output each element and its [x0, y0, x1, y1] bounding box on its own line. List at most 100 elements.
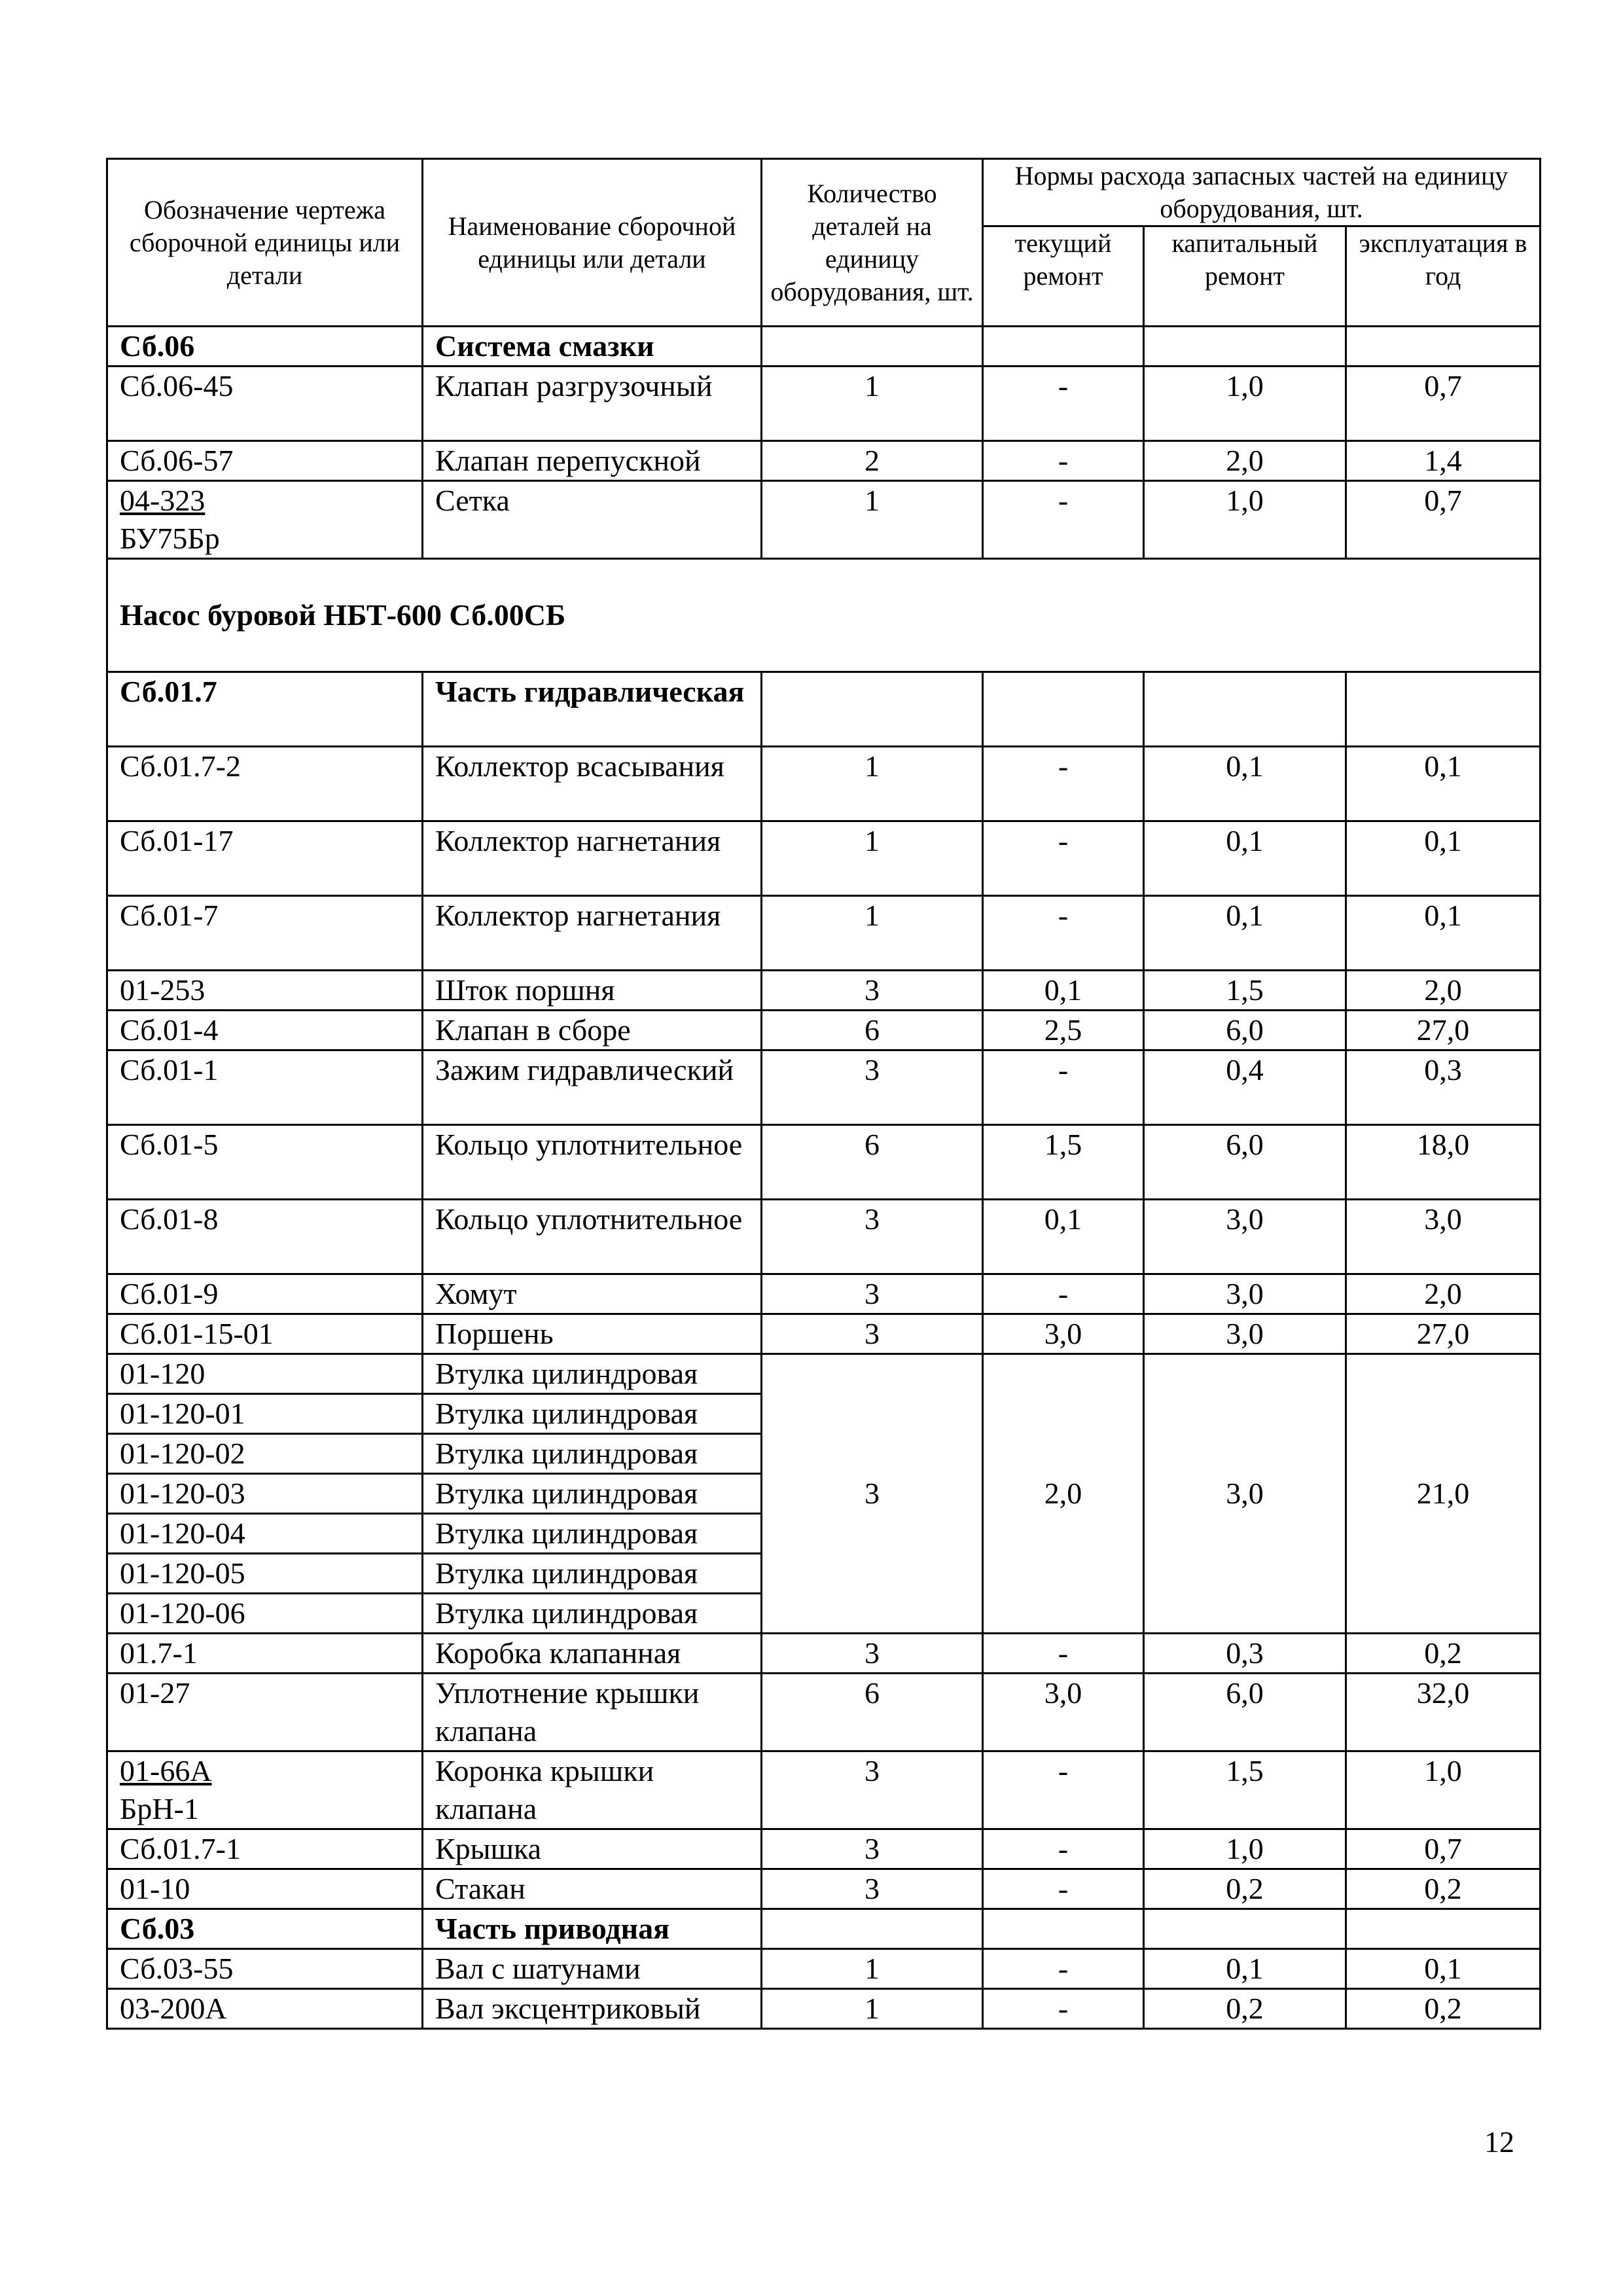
header-code: Обозначение чертежа сборочной единицы ил… — [106, 158, 423, 327]
cell-name: Вал эксцентриковый — [421, 1988, 762, 2030]
cell-exp: 32,0 — [1344, 1672, 1542, 1752]
cell-name: Втулка цилиндровая — [421, 1513, 762, 1554]
cell-cur: - — [982, 1273, 1145, 1315]
cell-cur — [982, 1908, 1145, 1950]
table-row: 04-323 БУ75Бр Сетка 1-1,0 0,7 — [106, 480, 1542, 560]
cell-code: 01.7-1 — [106, 1632, 423, 1674]
cell-code: 03-200А — [106, 1988, 423, 2030]
table-row: 01-120-02 Втулка цилиндровая — [106, 1433, 1541, 1475]
material-line: БрН-1 — [120, 1792, 199, 1825]
cell-qty: 1 — [760, 820, 984, 897]
cell-exp: 1,4 — [1344, 440, 1542, 482]
cell-name: Коллектор нагнетания — [421, 820, 762, 897]
cell-cap: 0,1 — [1143, 895, 1347, 971]
cell-name: Клапан разгрузочный — [421, 365, 762, 442]
table-row: 01-120-03 Втулка цилиндровая — [106, 1473, 1541, 1515]
cell-exp: 0,7 — [1344, 365, 1542, 442]
table-row: Сб.01-4 Клапан в сборе 6 2,5 6,0 27,0 — [106, 1009, 1542, 1051]
cell-exp — [1344, 325, 1542, 367]
cell-exp: 3,0 — [1344, 1198, 1542, 1275]
cell-qty: 1 — [760, 1948, 984, 1990]
cell-cap: 3,0 — [1143, 1273, 1347, 1315]
table-row: 01.7-1 Коробка клапанная 3-0,3 0,2 — [106, 1632, 1542, 1674]
cell-code: Сб.03-55 — [106, 1948, 423, 1990]
cell-code: Сб.01-9 — [106, 1273, 423, 1315]
cell-exp: 0,1 — [1344, 895, 1542, 971]
cell-qty — [760, 1908, 984, 1950]
cell-cur — [982, 671, 1145, 747]
cell-name: Часть гидравлическая — [421, 671, 762, 747]
cell-name: Система смазки — [421, 325, 762, 367]
cell-code: 01-120-03 — [106, 1473, 423, 1515]
cell-qty: 6 — [760, 1009, 984, 1051]
cell-qty: 3 — [760, 1313, 984, 1355]
section-title: Насос буровой НБТ-600 Сб.00СБ — [105, 558, 1542, 673]
cell-cap: 6,0 — [1143, 1124, 1347, 1200]
cell-cur: 3,0 — [982, 1313, 1145, 1355]
cell-name: Поршень — [421, 1313, 762, 1355]
table-row: Сб.01.7-1 Крышка 3-1,0 0,7 — [106, 1828, 1542, 1870]
cell-cap: 3,0 — [1143, 1353, 1347, 1634]
table-row: Сб.06-45 Клапан разгрузочный 1-1,0 0,7 — [106, 365, 1542, 442]
cell-qty: 2 — [760, 440, 984, 482]
cell-exp: 0,1 — [1344, 1948, 1542, 1990]
cell-cur: - — [982, 440, 1145, 482]
table-row: Сб.01-1 Зажим гидравлический 3-0,4 0,3 — [106, 1049, 1542, 1126]
table-row: Сб.01-5 Кольцо уплотнительное 6 1,5 6,0 18,0 — [106, 1124, 1542, 1200]
header-current-repair: текущий ремонт — [982, 225, 1145, 327]
cell-cap: 0,3 — [1143, 1632, 1347, 1674]
cell-cur: - — [982, 745, 1145, 822]
cell-cap: 0,2 — [1143, 1868, 1347, 1910]
material-line: БУ75Бр — [120, 522, 220, 555]
cell-exp: 0,7 — [1344, 480, 1542, 560]
cell-name: Вал с шатунами — [421, 1948, 762, 1990]
cell-cur: - — [982, 895, 1145, 971]
cell-cur: - — [982, 1948, 1145, 1990]
cell-name: Втулка цилиндровая — [421, 1473, 762, 1515]
cell-exp: 2,0 — [1344, 1273, 1542, 1315]
cell-name: Втулка цилиндровая — [421, 1552, 762, 1594]
cell-cap: 1,0 — [1143, 1828, 1347, 1870]
cell-code: 01-120-05 — [106, 1552, 423, 1594]
cell-name: Втулка цилиндровая — [421, 1393, 762, 1435]
cell-qty: 3 — [760, 1049, 984, 1126]
cell-cur: - — [982, 1868, 1145, 1910]
cell-name: Уплотнение крышки клапана — [421, 1672, 762, 1752]
cell-exp: 1,0 — [1344, 1750, 1542, 1830]
cell-exp: 0,7 — [1344, 1828, 1542, 1870]
table-row: Сб.01-15-01 Поршень 3 3,0 3,0 27,0 — [106, 1313, 1542, 1355]
table-row: Сб.01.7 Часть гидравлическая — [106, 671, 1542, 747]
cell-code: Сб.01-17 — [106, 820, 423, 897]
cell-code: Сб.01-4 — [106, 1009, 423, 1051]
table-row: 01-120-05 Втулка цилиндровая — [106, 1552, 1541, 1594]
cell-qty: 3 — [760, 1868, 984, 1910]
page-number: 12 — [1484, 2125, 1514, 2159]
table-row: Сб.01-9 Хомут 3-3,0 2,0 — [106, 1273, 1542, 1315]
cell-qty: 3 — [760, 1750, 984, 1830]
cell-qty: 3 — [760, 1632, 984, 1674]
cell-exp: 21,0 — [1344, 1353, 1542, 1634]
cell-cur: - — [982, 1988, 1145, 2030]
table-row: 01-10 Стакан 3-0,2 0,2 — [106, 1868, 1542, 1910]
table-row: Сб.01-17 Коллектор нагнетания 1-0,1 0,1 — [106, 820, 1542, 897]
table-row: 01-120 Втулка цилиндровая 3 2,0 3,0 21,0 — [106, 1353, 1542, 1634]
cell-cap: 0,1 — [1143, 1948, 1347, 1990]
cell-cur: - — [982, 1632, 1145, 1674]
table-row: 01-120-01 Втулка цилиндровая — [106, 1393, 1541, 1435]
cell-cur: 2,0 — [982, 1353, 1145, 1634]
code-line: 01-66А — [120, 1754, 212, 1787]
cell-cap — [1143, 325, 1347, 367]
cell-exp: 0,3 — [1344, 1049, 1542, 1126]
cell-cap: 6,0 — [1143, 1009, 1347, 1051]
cell-name: Втулка цилиндровая — [421, 1433, 762, 1475]
cell-code: Сб.01-5 — [106, 1124, 423, 1200]
cell-cur: - — [982, 1750, 1145, 1830]
cell-exp — [1344, 671, 1542, 747]
cell-qty: 3 — [760, 1828, 984, 1870]
cell-qty: 1 — [760, 745, 984, 822]
cell-cur: - — [982, 820, 1145, 897]
cell-cur: 3,0 — [982, 1672, 1145, 1752]
cell-code: 01-120 — [106, 1353, 423, 1395]
cell-code: Сб.06 — [106, 325, 423, 367]
cell-cap: 1,5 — [1143, 1750, 1347, 1830]
